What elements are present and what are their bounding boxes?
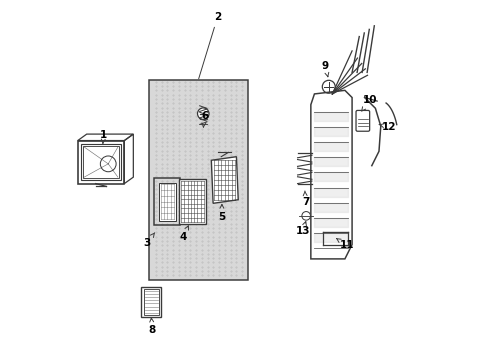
Polygon shape	[159, 183, 176, 221]
Text: 11: 11	[336, 238, 353, 250]
Polygon shape	[179, 179, 205, 224]
Text: 1: 1	[100, 130, 107, 143]
Text: 9: 9	[321, 61, 328, 77]
FancyBboxPatch shape	[149, 80, 247, 280]
Text: 2: 2	[198, 12, 221, 79]
Circle shape	[197, 108, 208, 120]
Text: 4: 4	[179, 226, 188, 242]
FancyBboxPatch shape	[355, 111, 369, 131]
Text: 12: 12	[378, 122, 395, 132]
Text: 13: 13	[295, 221, 309, 236]
Circle shape	[301, 212, 310, 220]
Text: 10: 10	[361, 95, 377, 111]
Text: 7: 7	[301, 191, 308, 207]
Text: 3: 3	[143, 233, 154, 248]
Text: 5: 5	[218, 204, 225, 221]
Text: 8: 8	[148, 318, 156, 335]
Polygon shape	[211, 157, 238, 203]
Polygon shape	[141, 287, 161, 317]
Text: 6: 6	[201, 111, 208, 127]
